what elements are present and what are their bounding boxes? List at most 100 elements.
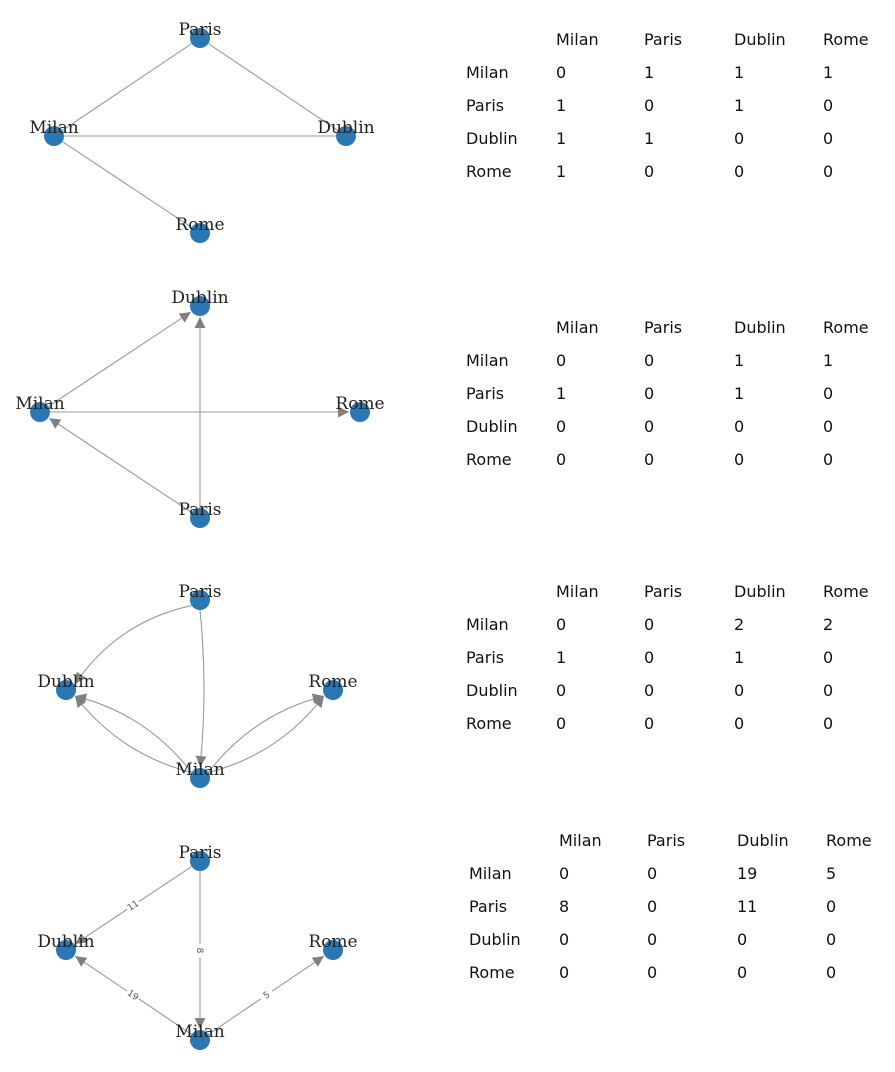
network-graph: Dublin Milan Rome Paris	[15, 288, 385, 528]
diagram-panel: 11 8 19 5 Paris Dublin Rome Milan Milan Paris Dubl…	[0, 804, 895, 1072]
matrix-cell: 0	[647, 963, 658, 982]
edge-paris-dublin	[74, 605, 192, 685]
matrix-cell: 2	[823, 615, 834, 634]
node-label-milan: Milan	[29, 118, 78, 138]
edge-paris-milan	[48, 417, 192, 513]
edge-milan-dublin	[75, 693, 193, 773]
matrix-cell: 0	[734, 129, 745, 148]
adjacency-matrix: Milan Paris Dublin Rome Milan 0 1 1 1 Paris 1 0 1 0 Du…	[466, 30, 886, 190]
edge-weight-label: 8	[194, 948, 204, 954]
node-label-rome: Rome	[308, 932, 357, 952]
edge-milan-rome	[207, 693, 324, 773]
matrix-cell: 8	[559, 897, 570, 916]
matrix-row-header: Rome	[466, 714, 512, 733]
matrix-cell: 1	[556, 129, 567, 148]
edge-paris-dublin	[207, 43, 339, 131]
matrix-cell: 0	[734, 681, 745, 700]
matrix-cell: 0	[559, 930, 570, 949]
matrix-cell: 0	[734, 417, 745, 436]
matrix-row-header: Paris	[466, 648, 505, 667]
node-paris	[190, 28, 210, 48]
node-dublin	[190, 296, 210, 316]
matrix-cell: 0	[644, 162, 655, 181]
matrix-cell: 0	[644, 615, 655, 634]
matrix-cell: 0	[823, 417, 834, 436]
matrix-cell: 0	[556, 450, 567, 469]
node-label-paris: Paris	[178, 20, 221, 40]
node-rome	[323, 940, 343, 960]
matrix-row-header: Rome	[466, 162, 512, 181]
matrix-row-header: Dublin	[469, 930, 521, 949]
matrix-column-header: Rome	[826, 831, 872, 850]
matrix-cell: 1	[644, 129, 655, 148]
matrix-cell: 0	[556, 63, 567, 82]
edge-weight-label: 5	[262, 990, 272, 1001]
node-label-paris: Paris	[178, 500, 221, 520]
matrix-cell: 0	[647, 864, 658, 883]
matrix-row-header: Paris	[466, 96, 505, 115]
adjacency-matrix: Milan Paris Dublin Rome Milan 0 0 19 5 Paris 8 0 11 0…	[469, 831, 889, 991]
matrix-cell: 0	[823, 384, 834, 403]
matrix-column-header: Dublin	[737, 831, 789, 850]
matrix-cell: 0	[644, 450, 655, 469]
diagram-panel: Paris Dublin Rome Milan Milan Paris Dublin Rome…	[0, 536, 895, 804]
adjacency-matrix: Milan Paris Dublin Rome Milan 0 0 1 1 Paris 1 0 1 0 Du…	[466, 318, 886, 478]
matrix-cell: 1	[556, 384, 567, 403]
matrix-cell: 0	[556, 681, 567, 700]
matrix-column-header: Milan	[556, 582, 599, 601]
matrix-cell: 1	[734, 96, 745, 115]
matrix-column-header: Rome	[823, 30, 869, 49]
matrix-cell: 0	[737, 930, 748, 949]
matrix-column-header: Paris	[644, 30, 683, 49]
node-paris	[190, 851, 210, 871]
node-label-dublin: Dublin	[317, 118, 374, 138]
matrix-cell: 0	[734, 450, 745, 469]
matrix-cell: 1	[823, 351, 834, 370]
matrix-column-header: Dublin	[734, 30, 786, 49]
node-dublin	[56, 680, 76, 700]
matrix-cell: 0	[734, 714, 745, 733]
matrix-row-header: Paris	[469, 897, 508, 916]
matrix-row-header: Dublin	[466, 681, 518, 700]
matrix-cell: 1	[734, 351, 745, 370]
network-graph: Paris Milan Dublin Rome	[29, 20, 375, 243]
edge-weight-background	[194, 943, 206, 958]
matrix-cell: 0	[823, 648, 834, 667]
matrix-cell: 0	[823, 681, 834, 700]
matrix-cell: 0	[826, 897, 837, 916]
matrix-cell: 0	[737, 963, 748, 982]
edge-weight-background	[257, 986, 276, 1004]
matrix-cell: 0	[644, 384, 655, 403]
network-graph: Paris Dublin Rome Milan	[37, 582, 358, 788]
matrix-cell: 1	[556, 96, 567, 115]
node-rome	[190, 223, 210, 243]
matrix-column-header: Rome	[823, 582, 869, 601]
matrix-cell: 11	[737, 897, 758, 916]
matrix-cell: 1	[556, 648, 567, 667]
node-milan	[190, 1030, 210, 1050]
matrix-row-header: Milan	[466, 351, 509, 370]
matrix-cell: 0	[559, 963, 570, 982]
node-rome	[323, 680, 343, 700]
node-milan	[44, 126, 64, 146]
matrix-column-header: Dublin	[734, 582, 786, 601]
matrix-cell: 0	[644, 417, 655, 436]
matrix-cell: 1	[644, 63, 655, 82]
matrix-cell: 0	[647, 930, 658, 949]
matrix-cell: 0	[826, 963, 837, 982]
matrix-cell: 0	[644, 96, 655, 115]
matrix-row-header: Milan	[466, 615, 509, 634]
matrix-cell: 0	[823, 714, 834, 733]
node-dublin	[56, 940, 76, 960]
matrix-cell: 0	[647, 897, 658, 916]
matrix-cell: 0	[556, 714, 567, 733]
matrix-row-header: Paris	[466, 384, 505, 403]
matrix-column-header: Milan	[559, 831, 602, 850]
matrix-row-header: Dublin	[466, 129, 518, 148]
matrix-column-header: Paris	[644, 318, 683, 337]
node-paris	[190, 508, 210, 528]
matrix-column-header: Paris	[647, 831, 686, 850]
matrix-cell: 2	[734, 615, 745, 634]
matrix-cell: 0	[644, 351, 655, 370]
matrix-cell: 0	[556, 615, 567, 634]
